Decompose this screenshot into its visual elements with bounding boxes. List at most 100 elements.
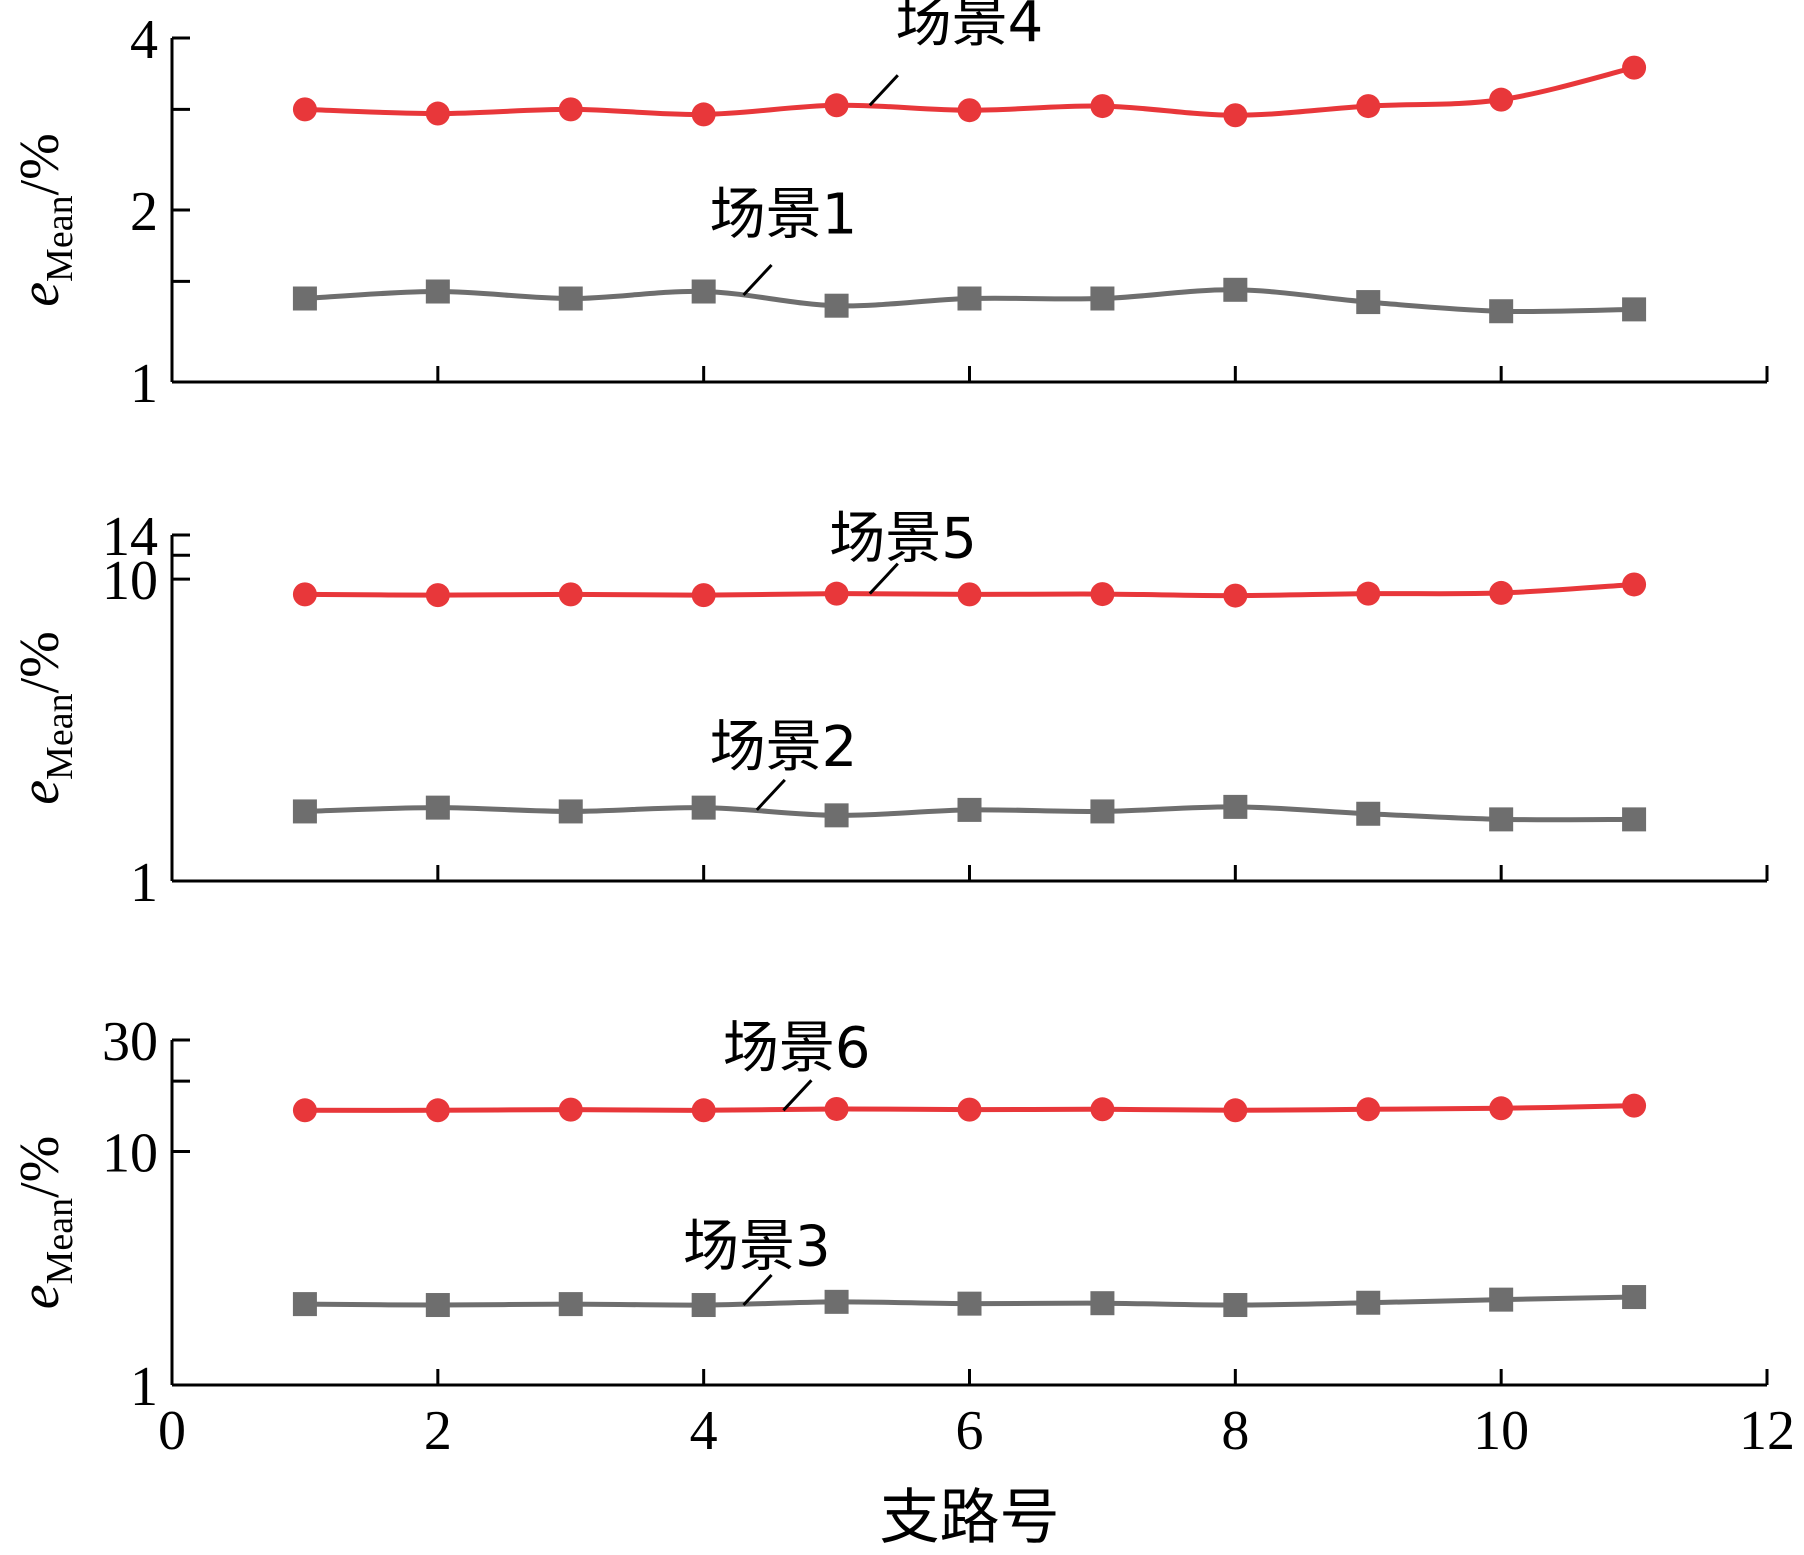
point-场景2-4 [691,795,716,820]
point-场景1-3 [558,286,583,311]
point-场景3-1 [292,1292,317,1317]
point-场景2-2 [425,795,450,820]
point-场景6-2 [425,1098,450,1123]
point-场景1-6 [957,286,982,311]
y-tick-label: 1 [130,1356,158,1418]
y-tick-label: 14 [102,506,158,568]
point-场景6-4 [691,1098,716,1123]
point-场景1-10 [1489,299,1514,324]
y-axis-label: eMean/% [9,1136,81,1310]
point-场景2-7 [1090,799,1115,824]
point-场景5-2 [425,583,450,608]
point-场景4-5 [824,93,849,118]
point-场景6-10 [1489,1096,1514,1121]
point-场景2-6 [957,797,982,822]
point-场景4-1 [292,97,317,122]
point-场景3-7 [1090,1291,1115,1316]
x-tick-label: 4 [690,1400,718,1462]
point-场景5-4 [691,583,716,608]
series-label-场景3: 场景3 [683,1214,831,1279]
y-tick-label: 10 [102,550,158,612]
leader-场景4 [868,74,899,107]
point-场景3-4 [691,1293,716,1318]
point-场景1-1 [292,286,317,311]
point-场景6-3 [558,1097,583,1122]
point-场景4-8 [1223,103,1248,128]
leader-场景2 [755,778,786,811]
point-场景1-11 [1622,297,1647,322]
y-tick-label: 2 [130,181,158,243]
point-场景3-10 [1489,1287,1514,1312]
point-场景1-4 [691,279,716,304]
series-label-场景4: 场景4 [896,0,1044,55]
point-场景2-9 [1356,801,1381,826]
point-场景4-11 [1622,55,1647,80]
x-tick-label: 8 [1221,1400,1249,1462]
leader-场景6 [782,1079,813,1112]
x-tick-label: 12 [1739,1400,1795,1462]
y-tick-label: 1 [130,852,158,914]
panel-1: 1 2 4 eMean/% 场景4 场景1 [9,0,1769,415]
point-场景1-7 [1090,286,1115,311]
point-场景3-2 [425,1293,450,1318]
y-tick-label: 4 [130,9,158,71]
point-场景2-3 [558,799,583,824]
point-场景3-6 [957,1291,982,1316]
y-tick-label: 1 [130,353,158,415]
series-label-场景1: 场景1 [710,182,858,247]
x-tick-label: 2 [424,1400,452,1462]
point-场景4-6 [957,98,982,123]
y-tick-label: 30 [102,1011,158,1073]
point-场景3-9 [1356,1290,1381,1315]
point-场景1-5 [824,293,849,318]
leader-场景1 [742,263,773,297]
leader-场景3 [742,1273,773,1307]
series-label-场景5: 场景5 [829,506,977,571]
y-axis-label: eMean/% [9,133,81,307]
point-场景3-5 [824,1289,849,1314]
x-tick-label: 0 [158,1400,186,1462]
y-axis-label: eMean/% [9,631,81,805]
point-场景4-10 [1489,87,1514,112]
x-tick-label: 6 [956,1400,984,1462]
point-场景1-9 [1356,290,1381,315]
series-label-场景2: 场景2 [710,715,858,780]
point-场景5-11 [1622,572,1647,597]
point-场景5-3 [558,582,583,607]
point-场景5-7 [1090,582,1115,607]
point-场景6-5 [824,1096,849,1121]
point-场景3-3 [558,1292,583,1317]
point-场景4-9 [1356,94,1381,119]
x-axis-label: 支路号 [880,1483,1060,1553]
point-场景2-11 [1622,807,1647,832]
x-tick-label: 10 [1473,1400,1529,1462]
point-场景3-11 [1622,1285,1647,1310]
point-场景6-6 [957,1097,982,1122]
point-场景4-3 [558,97,583,122]
point-场景2-1 [292,799,317,824]
point-场景4-2 [425,101,450,126]
point-场景4-4 [691,102,716,127]
panel-3: 1 10 30 0 2 4 6 8 10 12 eMean/% 场景6 场景3 支路号 [9,1011,1795,1553]
point-场景1-8 [1223,277,1248,302]
point-场景2-5 [824,803,849,828]
point-场景6-7 [1090,1097,1115,1122]
series-label-场景6: 场景6 [723,1016,871,1081]
point-场景5-5 [824,581,849,606]
point-场景5-8 [1223,583,1248,608]
leader-场景5 [868,562,899,595]
point-场景5-6 [957,582,982,607]
y-tick-label: 10 [102,1122,158,1184]
point-场景2-10 [1489,807,1514,832]
point-场景5-9 [1356,581,1381,606]
point-场景5-1 [292,582,317,607]
point-场景6-11 [1622,1093,1647,1118]
point-场景2-8 [1223,794,1248,819]
point-场景1-2 [425,279,450,304]
point-场景5-10 [1489,580,1514,605]
point-场景3-8 [1223,1293,1248,1318]
point-场景4-7 [1090,94,1115,119]
